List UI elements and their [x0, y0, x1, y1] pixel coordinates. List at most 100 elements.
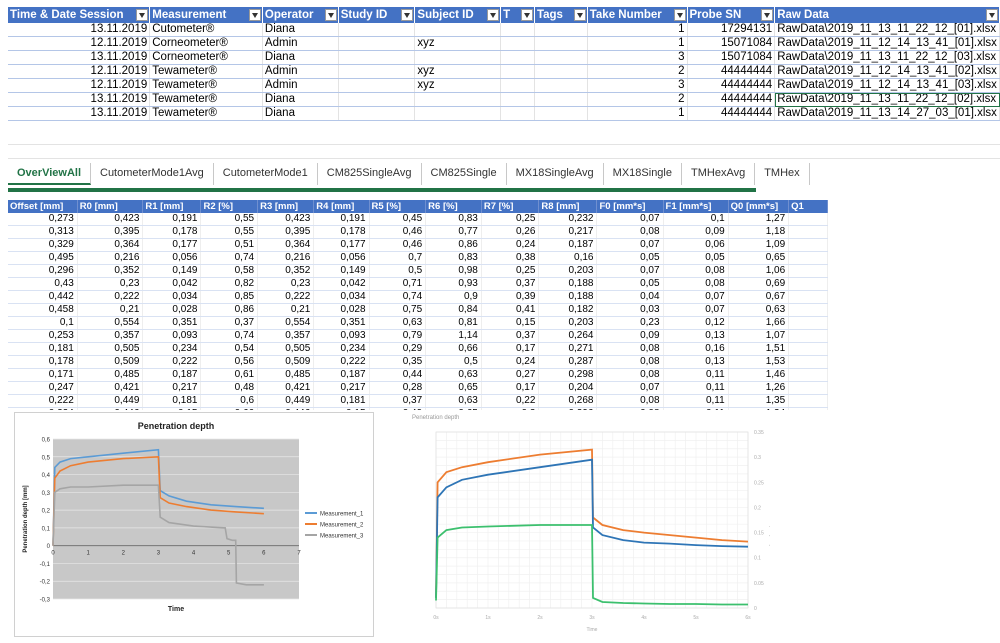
- table-cell[interactable]: 0,271: [538, 342, 598, 357]
- table-cell[interactable]: 0,5: [369, 264, 427, 279]
- table-cell[interactable]: Admin: [262, 64, 339, 80]
- table-cell[interactable]: [500, 50, 535, 66]
- table-cell[interactable]: 0,177: [142, 238, 202, 253]
- table-row[interactable]: 0,458 0,21 0,028 0,86 0,21 0,028 0,75 0,84 0,41 0…: [8, 303, 828, 318]
- table-cell[interactable]: 1: [587, 106, 688, 122]
- table-cell[interactable]: 0,06: [663, 238, 729, 253]
- table-row[interactable]: 0,1 0,554 0,351 0,37 0,554 0,351 0,63 0,81 0,15 0…: [8, 316, 828, 331]
- table-cell[interactable]: 0,08: [663, 264, 729, 279]
- table-cell[interactable]: RawData\2019_11_12_14_13_41_[01].xlsx: [774, 36, 1000, 52]
- table-cell[interactable]: 0,27: [481, 368, 540, 383]
- table-cell[interactable]: 0,86: [200, 303, 259, 318]
- table-cell[interactable]: 0,13: [663, 329, 729, 344]
- table-cell[interactable]: 44444444: [687, 64, 776, 80]
- table-cell[interactable]: 0,21: [257, 303, 315, 318]
- table-cell[interactable]: 0,48: [200, 381, 259, 396]
- table-cell[interactable]: 1,09: [728, 238, 790, 253]
- table-cell[interactable]: [338, 23, 416, 38]
- table-row[interactable]: 12.11.2019 Tewameter® Admin xyz 2 44444444 Raw…: [8, 64, 1000, 80]
- table-cell[interactable]: 0,17: [481, 342, 540, 357]
- table-cell[interactable]: 0,63: [425, 368, 482, 383]
- table-cell[interactable]: 0,222: [8, 394, 78, 409]
- table-cell[interactable]: 0,37: [481, 329, 540, 344]
- table-cell[interactable]: 0,23: [77, 277, 144, 292]
- table-cell[interactable]: 0,86: [425, 238, 482, 253]
- table-cell[interactable]: 0,77: [425, 225, 482, 240]
- table-cell[interactable]: 1,26: [728, 381, 790, 396]
- table-cell[interactable]: 0,08: [596, 342, 664, 357]
- column-header[interactable]: R0 [mm]: [77, 200, 144, 213]
- table-cell[interactable]: 0,15: [481, 316, 540, 331]
- table-cell[interactable]: Corneometer®: [149, 36, 263, 52]
- table-cell[interactable]: [534, 64, 588, 80]
- sheet-tab[interactable]: TMHex: [755, 163, 810, 185]
- sheet-tab[interactable]: CutometerMode1Avg: [91, 163, 214, 185]
- table-cell[interactable]: Tewameter®: [149, 92, 263, 108]
- table-cell[interactable]: 0,222: [257, 290, 315, 305]
- table-cell[interactable]: 0,46: [369, 238, 427, 253]
- table-cell[interactable]: 13.11.2019: [8, 106, 151, 122]
- table-cell[interactable]: 0,69: [728, 277, 790, 292]
- table-cell[interactable]: 0,74: [200, 251, 259, 266]
- table-row[interactable]: 13.11.2019 Tewameter® Diana 2 44444444 RawDat…: [8, 92, 1000, 108]
- table-cell[interactable]: 0,15: [313, 407, 370, 410]
- table-cell[interactable]: 0,79: [369, 329, 427, 344]
- table-cell[interactable]: 0,81: [425, 316, 482, 331]
- filter-dropdown-icon[interactable]: [248, 9, 261, 21]
- table-cell[interactable]: 0,421: [257, 381, 315, 396]
- table-cell[interactable]: 0,07: [596, 264, 664, 279]
- column-header[interactable]: F1 [mm*s]: [663, 200, 729, 213]
- table-cell[interactable]: 0,29: [369, 342, 427, 357]
- table-cell[interactable]: 0,446: [257, 407, 315, 410]
- filter-dropdown-icon[interactable]: [324, 9, 337, 21]
- table-cell[interactable]: 0,28: [369, 381, 427, 396]
- table-cell[interactable]: 0,287: [538, 355, 598, 370]
- table-cell[interactable]: 0,66: [425, 342, 482, 357]
- filter-dropdown-icon[interactable]: [761, 9, 774, 21]
- table-cell[interactable]: 0,509: [77, 355, 144, 370]
- table-cell[interactable]: 0,37: [369, 394, 427, 409]
- table-cell[interactable]: 1: [587, 23, 688, 38]
- table-cell[interactable]: 0,37: [481, 277, 540, 292]
- table-cell[interactable]: 1,18: [728, 225, 790, 240]
- table-cell[interactable]: 0,352: [257, 264, 315, 279]
- table-cell[interactable]: RawData\2019_11_13_14_27_03_[01].xlsx: [774, 106, 1000, 122]
- table-cell[interactable]: 0,273: [8, 213, 78, 227]
- table-cell[interactable]: 0,264: [538, 329, 598, 344]
- table-cell[interactable]: 0,71: [369, 277, 427, 292]
- column-header[interactable]: R7 [%]: [481, 200, 540, 213]
- table-cell[interactable]: 13.11.2019: [8, 50, 151, 66]
- table-cell[interactable]: 0,495: [8, 251, 78, 266]
- table-cell[interactable]: 0,74: [200, 329, 259, 344]
- table-cell[interactable]: RawData\2019_11_12_14_13_41_[02].xlsx: [774, 64, 1000, 80]
- table-cell[interactable]: [534, 50, 588, 66]
- table-cell[interactable]: [534, 106, 588, 122]
- table-cell[interactable]: 0,23: [257, 277, 315, 292]
- table-cell[interactable]: 1,53: [728, 355, 790, 370]
- table-cell[interactable]: 0,268: [538, 394, 598, 409]
- table-cell[interactable]: 0,093: [313, 329, 370, 344]
- table-cell[interactable]: 0,449: [77, 394, 144, 409]
- table-cell[interactable]: 15071084: [687, 50, 776, 66]
- table-cell[interactable]: RawData\2019_11_13_11_22_12_[03].xlsx: [774, 50, 1000, 66]
- table-cell[interactable]: 0,485: [77, 368, 144, 383]
- table-cell[interactable]: 0,08: [596, 355, 664, 370]
- table-cell[interactable]: 0,04: [596, 290, 664, 305]
- table-cell[interactable]: 0,296: [8, 264, 78, 279]
- column-header[interactable]: Offset [mm]: [8, 200, 78, 213]
- table-cell[interactable]: 0,83: [425, 213, 482, 227]
- table-cell[interactable]: 0,222: [142, 355, 202, 370]
- table-cell[interactable]: 0,187: [142, 368, 202, 383]
- table-cell[interactable]: 0,234: [313, 342, 370, 357]
- table-cell[interactable]: 12.11.2019: [8, 36, 151, 52]
- table-cell[interactable]: 0,65: [728, 251, 790, 266]
- table-cell[interactable]: 44444444: [687, 106, 776, 122]
- table-cell[interactable]: 0,09: [596, 329, 664, 344]
- table-cell[interactable]: Tewameter®: [149, 64, 263, 80]
- table-cell[interactable]: 0,24: [481, 355, 540, 370]
- sheet-tab[interactable]: CutometerMode1: [214, 163, 318, 185]
- table-cell[interactable]: 0,63: [425, 394, 482, 409]
- table-cell[interactable]: 0,43: [8, 277, 78, 292]
- column-header[interactable]: Operator: [262, 7, 339, 23]
- table-cell[interactable]: 0,191: [313, 213, 370, 227]
